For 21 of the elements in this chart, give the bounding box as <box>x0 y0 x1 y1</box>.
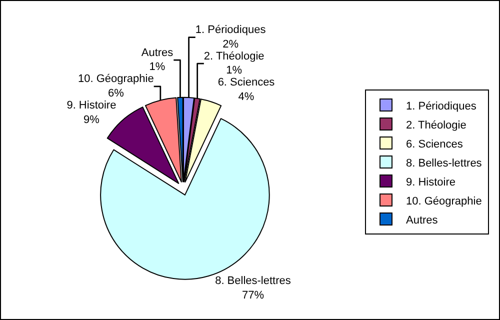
legend-label: 10. Géographie <box>406 195 482 208</box>
slice-label: 2. Théologie <box>204 50 264 62</box>
legend-label: 1. Périodiques <box>406 100 477 112</box>
slice-label: 9. Histoire <box>66 100 116 112</box>
slice-label: 10. Géographie <box>78 73 154 86</box>
slice-label: 8. Belles-lettres <box>215 274 292 287</box>
data-label: 77% <box>242 289 264 302</box>
slice-label: Autres <box>141 46 174 59</box>
legend-label: 9. Histoire <box>406 176 456 188</box>
legend-label: Autres <box>406 214 438 226</box>
data-label: 9% <box>84 114 100 126</box>
data-label: 6% <box>108 88 124 100</box>
legend-label: 8. Belles-lettres <box>406 157 482 170</box>
data-label: 1% <box>226 64 242 77</box>
slice-label: 1. Périodiques <box>195 24 266 36</box>
legend-label: 6. Sciences <box>406 138 464 150</box>
legend-label: 2. Théologie <box>406 119 466 132</box>
slice-label: 6. Sciences <box>218 76 276 89</box>
data-label: 4% <box>238 91 254 104</box>
data-label: 2% <box>222 38 239 50</box>
data-label: 1% <box>149 61 166 74</box>
